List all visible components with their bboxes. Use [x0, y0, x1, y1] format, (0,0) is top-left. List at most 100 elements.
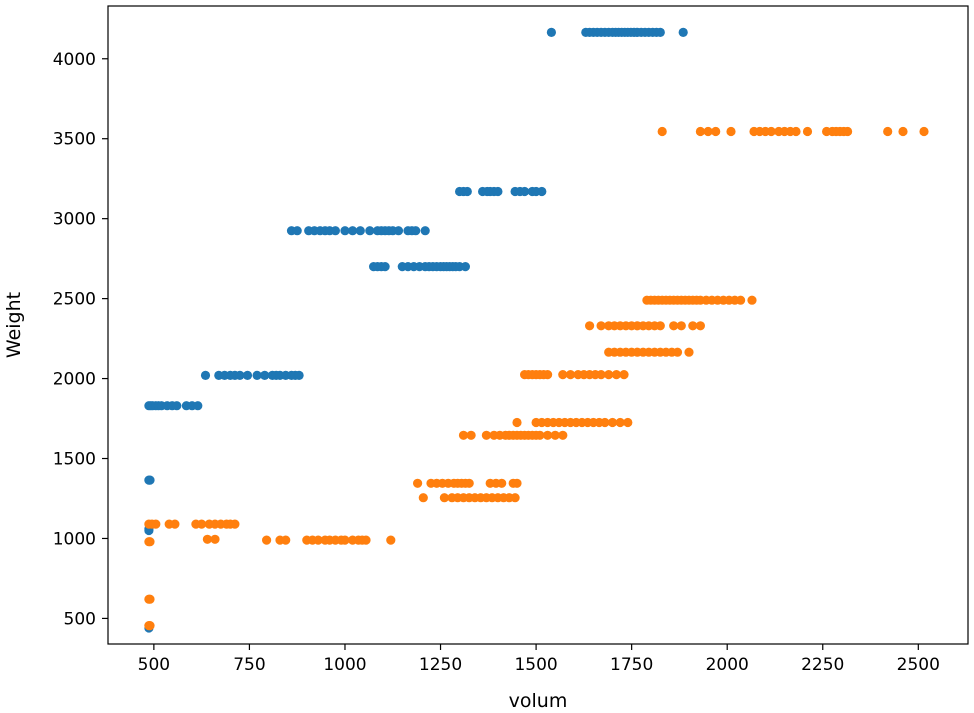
data-point [604, 370, 614, 380]
data-point [393, 226, 404, 236]
data-point [615, 417, 625, 428]
data-point [462, 186, 472, 197]
x-tick-label: 500 [138, 655, 170, 675]
data-point [348, 226, 358, 236]
data-point [512, 478, 522, 488]
data-point [340, 535, 350, 545]
data-point [292, 226, 302, 236]
data-point [657, 126, 667, 137]
data-point [619, 370, 629, 380]
data-point [898, 126, 908, 137]
data-point [230, 519, 240, 529]
data-point [413, 478, 423, 488]
data-point [481, 430, 491, 440]
x-tick-label: 2000 [706, 655, 749, 675]
y-tick-label: 500 [64, 609, 96, 629]
data-point [386, 535, 396, 545]
data-point [411, 226, 421, 236]
data-point [669, 321, 679, 331]
data-point [695, 321, 706, 331]
data-point [565, 370, 576, 380]
data-point [883, 126, 893, 137]
data-point [235, 370, 245, 380]
y-tick-label: 3000 [53, 210, 96, 230]
data-point [151, 519, 161, 529]
data-point [558, 370, 568, 380]
data-point [766, 126, 776, 137]
data-point [550, 430, 560, 440]
data-point [193, 401, 203, 411]
data-point [600, 417, 610, 428]
x-tick-label: 1250 [419, 655, 462, 675]
y-tick-label: 2500 [53, 290, 96, 310]
data-point [497, 478, 507, 488]
x-axis-label: volum [509, 690, 568, 712]
y-axis-label: Weight [3, 292, 25, 358]
data-point [512, 417, 522, 428]
data-point [596, 321, 606, 331]
data-point [676, 321, 686, 331]
data-point [200, 370, 211, 380]
data-point [145, 537, 155, 547]
data-point [170, 519, 180, 529]
data-point [791, 126, 801, 137]
data-point [607, 417, 618, 428]
data-point [537, 186, 547, 197]
data-point [843, 126, 853, 137]
data-point [736, 295, 746, 305]
data-point [458, 430, 469, 440]
plot-frame [107, 5, 969, 645]
data-point [145, 621, 155, 631]
data-point [688, 321, 698, 331]
data-point [145, 475, 155, 485]
x-tick-label: 1750 [610, 655, 653, 675]
data-point [543, 430, 553, 440]
data-point [726, 126, 736, 137]
y-tick-label: 1000 [53, 529, 96, 549]
data-point [361, 535, 371, 545]
data-point [493, 186, 503, 197]
data-point [546, 27, 557, 37]
x-tick-label: 1500 [514, 655, 557, 675]
y-tick-label: 1500 [53, 450, 96, 470]
data-point [281, 535, 291, 545]
y-axis: 500 1000 1500 2000 2500 3000 3500 4000 [53, 50, 108, 629]
data-point [703, 126, 713, 137]
data-point [520, 186, 530, 197]
data-point [596, 370, 606, 380]
data-point [380, 262, 390, 272]
data-point [711, 126, 721, 137]
data-point [460, 262, 470, 272]
data-point [145, 594, 155, 604]
data-point [684, 347, 694, 357]
data-point [747, 295, 757, 305]
data-point [611, 370, 622, 380]
data-point [510, 493, 520, 503]
data-point [464, 478, 474, 488]
data-point [262, 535, 272, 545]
data-point [655, 321, 665, 331]
data-point [466, 430, 476, 440]
data-point [313, 535, 323, 545]
data-point [585, 321, 595, 331]
data-point [242, 370, 253, 380]
data-point [252, 370, 262, 380]
data-point [172, 401, 182, 411]
data-point [197, 519, 207, 529]
data-point [558, 430, 568, 440]
x-tick-label: 1000 [323, 655, 366, 675]
data-point [535, 430, 545, 440]
data-point [202, 534, 212, 544]
data-point [418, 493, 428, 503]
data-point [655, 27, 665, 37]
x-axis: 500 750 1000 1250 1500 1750 2000 2250 2500 [138, 644, 940, 675]
data-point [340, 226, 350, 236]
data-point [678, 27, 688, 37]
data-point [543, 370, 553, 380]
data-point [210, 534, 220, 544]
y-tick-label: 2000 [53, 370, 96, 390]
data-point [330, 226, 340, 236]
data-point [365, 226, 375, 236]
data-point [260, 370, 270, 380]
